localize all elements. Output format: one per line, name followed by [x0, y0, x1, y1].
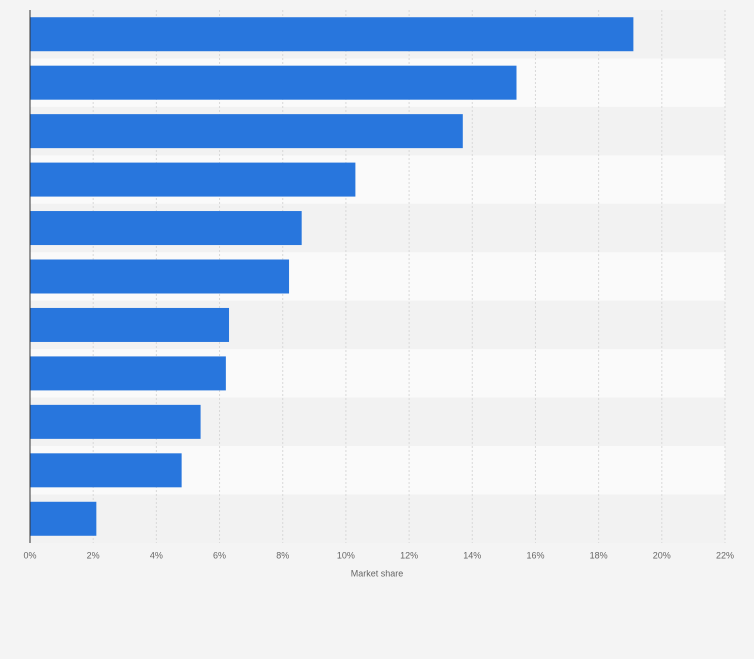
x-tick-label: 0%: [23, 550, 36, 560]
x-tick-label: 18%: [590, 550, 608, 560]
x-tick-label: 16%: [526, 550, 544, 560]
x-tick-label: 22%: [716, 550, 734, 560]
x-tick-label: 20%: [653, 550, 671, 560]
bar: [30, 307, 230, 342]
bar: [30, 17, 634, 52]
x-axis-label: Market share: [351, 568, 404, 578]
x-tick-label: 12%: [400, 550, 418, 560]
x-tick-label: 14%: [463, 550, 481, 560]
x-tick-label: 6%: [213, 550, 226, 560]
x-tick-label: 10%: [337, 550, 355, 560]
bar: [30, 114, 463, 149]
bar: [30, 453, 182, 488]
x-tick-label: 2%: [87, 550, 100, 560]
x-tick-label: 4%: [150, 550, 163, 560]
bar: [30, 162, 356, 197]
bar: [30, 501, 97, 536]
bar: [30, 211, 302, 246]
bar: [30, 356, 226, 391]
bar: [30, 259, 290, 294]
row-band: [30, 494, 725, 543]
bar: [30, 404, 201, 439]
x-tick-label: 8%: [276, 550, 289, 560]
bar: [30, 65, 517, 100]
